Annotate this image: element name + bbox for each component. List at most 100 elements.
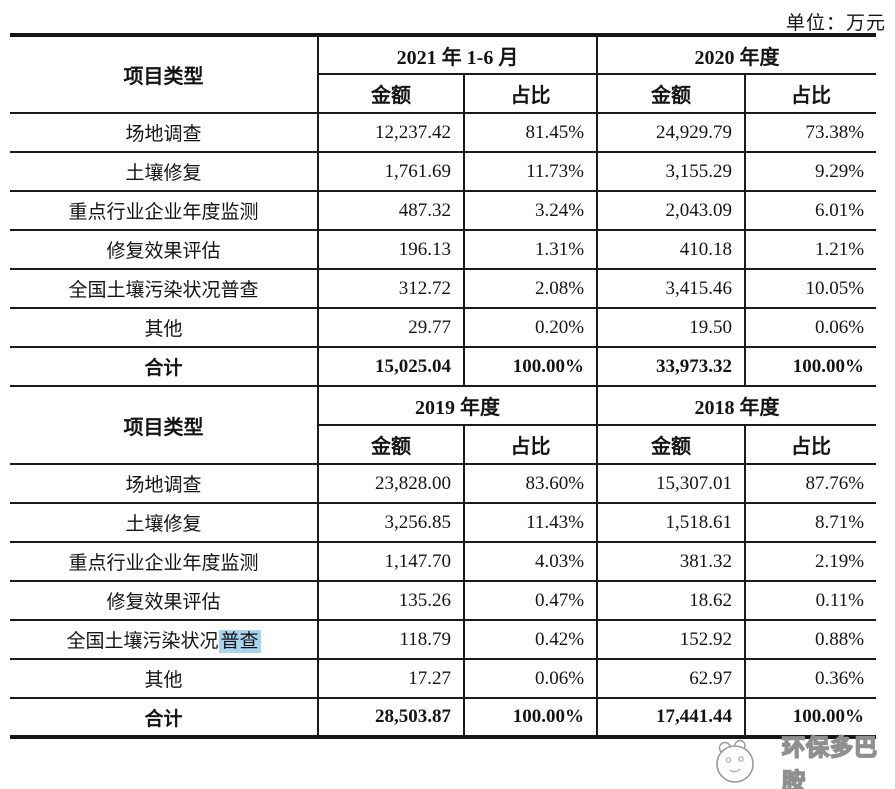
ratio-cell: 0.06% xyxy=(462,659,598,699)
total-ratio-cell: 100.00% xyxy=(744,347,877,387)
project-type-header: 项目类型 xyxy=(10,386,318,465)
amount-cell: 312.72 xyxy=(317,269,464,309)
project-type-header: 项目类型 xyxy=(10,35,318,114)
table-header-row: 项目类型 2019 年度 2018 年度 xyxy=(10,386,877,465)
amount-cell: 135.26 xyxy=(317,581,464,621)
row-label: 其他 xyxy=(10,659,318,699)
table-row: 重点行业企业年度监测 1,147.70 4.03% 381.32 2.19% xyxy=(10,542,877,582)
amount-cell: 15,307.01 xyxy=(596,464,746,504)
period-header-2021: 2021 年 1-6 月 xyxy=(316,35,598,75)
row-label: 修复效果评估 xyxy=(10,581,318,621)
row-label: 重点行业企业年度监测 xyxy=(10,191,318,231)
amount-cell: 23,828.00 xyxy=(317,464,464,504)
ratio-cell: 11.73% xyxy=(462,152,598,192)
total-amount-cell: 33,973.32 xyxy=(596,347,746,387)
table-row: 土壤修复 3,256.85 11.43% 1,518.61 8.71% xyxy=(10,503,877,543)
total-row: 合计 28,503.87 100.00% 17,441.44 100.00% xyxy=(10,698,877,738)
ratio-cell: 3.24% xyxy=(462,191,598,231)
total-ratio-cell: 100.00% xyxy=(462,347,598,387)
ratio-cell: 0.06% xyxy=(744,308,877,348)
total-ratio-cell: 100.00% xyxy=(462,698,598,738)
ratio-cell: 8.71% xyxy=(744,503,877,543)
total-label: 合计 xyxy=(10,347,318,387)
table-header-row: 项目类型 2021 年 1-6 月 2020 年度 xyxy=(10,35,877,114)
ratio-cell: 87.76% xyxy=(744,464,877,504)
amount-cell: 3,256.85 xyxy=(317,503,464,543)
ratio-cell: 10.05% xyxy=(744,269,877,309)
ratio-cell: 0.36% xyxy=(744,659,877,699)
ratio-header: 占比 xyxy=(744,425,877,465)
amount-cell: 487.32 xyxy=(317,191,464,231)
amount-cell: 3,155.29 xyxy=(596,152,746,192)
amount-cell: 62.97 xyxy=(596,659,746,699)
ratio-cell: 81.45% xyxy=(462,113,598,153)
table-subheader-row: 金额 占比 金额 占比 xyxy=(10,425,877,465)
ratio-cell: 0.11% xyxy=(744,581,877,621)
table-row: 修复效果评估 196.13 1.31% 410.18 1.21% xyxy=(10,230,877,270)
row-label: 全国土壤污染状况普查 xyxy=(10,620,318,660)
table-row: 场地调查 12,237.42 81.45% 24,929.79 73.38% xyxy=(10,113,877,153)
table-row: 其他 17.27 0.06% 62.97 0.36% xyxy=(10,659,877,699)
amount-cell: 19.50 xyxy=(596,308,746,348)
watermark-panda-logo-icon xyxy=(716,739,754,783)
row-label: 场地调查 xyxy=(10,464,318,504)
amount-cell: 24,929.79 xyxy=(596,113,746,153)
total-row: 合计 15,025.04 100.00% 33,973.32 100.00% xyxy=(10,347,877,387)
table-row: 全国土壤污染状况 普查 118.79 0.42% 152.92 0.88% xyxy=(10,620,877,660)
amount-cell: 12,237.42 xyxy=(317,113,464,153)
amount-cell: 1,518.61 xyxy=(596,503,746,543)
total-amount-cell: 17,441.44 xyxy=(596,698,746,738)
period-header-2018: 2018 年度 xyxy=(596,386,877,426)
table-row: 修复效果评估 135.26 0.47% 18.62 0.11% xyxy=(10,581,877,621)
amount-cell: 2,043.09 xyxy=(596,191,746,231)
amount-cell: 1,147.70 xyxy=(317,542,464,582)
amount-header: 金额 xyxy=(596,74,746,114)
table-row: 场地调查 23,828.00 83.60% 15,307.01 87.76% xyxy=(10,464,877,504)
period-header-2020: 2020 年度 xyxy=(596,35,877,75)
row-label: 全国土壤污染状况普查 xyxy=(10,269,318,309)
amount-cell: 118.79 xyxy=(317,620,464,660)
total-ratio-cell: 100.00% xyxy=(744,698,877,738)
row-label: 土壤修复 xyxy=(10,152,318,192)
ratio-cell: 0.88% xyxy=(744,620,877,660)
ratio-cell: 2.08% xyxy=(462,269,598,309)
ratio-cell: 1.31% xyxy=(462,230,598,270)
amount-cell: 17.27 xyxy=(317,659,464,699)
ratio-cell: 4.03% xyxy=(462,542,598,582)
ratio-header: 占比 xyxy=(462,74,598,114)
table-row: 全国土壤污染状况普查 312.72 2.08% 3,415.46 10.05% xyxy=(10,269,877,309)
row-label: 土壤修复 xyxy=(10,503,318,543)
total-amount-cell: 28,503.87 xyxy=(317,698,464,738)
highlighted-text: 普查 xyxy=(218,630,261,653)
amount-header: 金额 xyxy=(317,74,464,114)
ratio-cell: 11.43% xyxy=(462,503,598,543)
table-row: 重点行业企业年度监测 487.32 3.24% 2,043.09 6.01% xyxy=(10,191,877,231)
amount-cell: 1,761.69 xyxy=(317,152,464,192)
ratio-cell: 6.01% xyxy=(744,191,877,231)
amount-header: 金额 xyxy=(317,425,464,465)
ratio-cell: 0.42% xyxy=(462,620,598,660)
amount-header: 金额 xyxy=(596,425,746,465)
amount-cell: 410.18 xyxy=(596,230,746,270)
table-row: 其他 29.77 0.20% 19.50 0.06% xyxy=(10,308,877,348)
ratio-cell: 1.21% xyxy=(744,230,877,270)
amount-cell: 18.62 xyxy=(596,581,746,621)
total-amount-cell: 15,025.04 xyxy=(317,347,464,387)
row-label: 其他 xyxy=(10,308,318,348)
table-subheader-row: 金额 占比 金额 占比 xyxy=(10,74,877,114)
unit-label: 单位：万元 xyxy=(785,13,886,34)
table-row: 土壤修复 1,761.69 11.73% 3,155.29 9.29% xyxy=(10,152,877,192)
row-label: 场地调查 xyxy=(10,113,318,153)
amount-cell: 29.77 xyxy=(317,308,464,348)
ratio-header: 占比 xyxy=(744,74,877,114)
row-label: 重点行业企业年度监测 xyxy=(10,542,318,582)
ratio-cell: 0.47% xyxy=(462,581,598,621)
amount-cell: 381.32 xyxy=(596,542,746,582)
period-header-2019: 2019 年度 xyxy=(316,386,598,426)
ratio-cell: 2.19% xyxy=(744,542,877,582)
row-label-text: 全国土壤污染状况 xyxy=(66,631,219,652)
amount-cell: 196.13 xyxy=(317,230,464,270)
ratio-cell: 83.60% xyxy=(462,464,598,504)
total-label: 合计 xyxy=(10,698,318,738)
row-label: 修复效果评估 xyxy=(10,230,318,270)
